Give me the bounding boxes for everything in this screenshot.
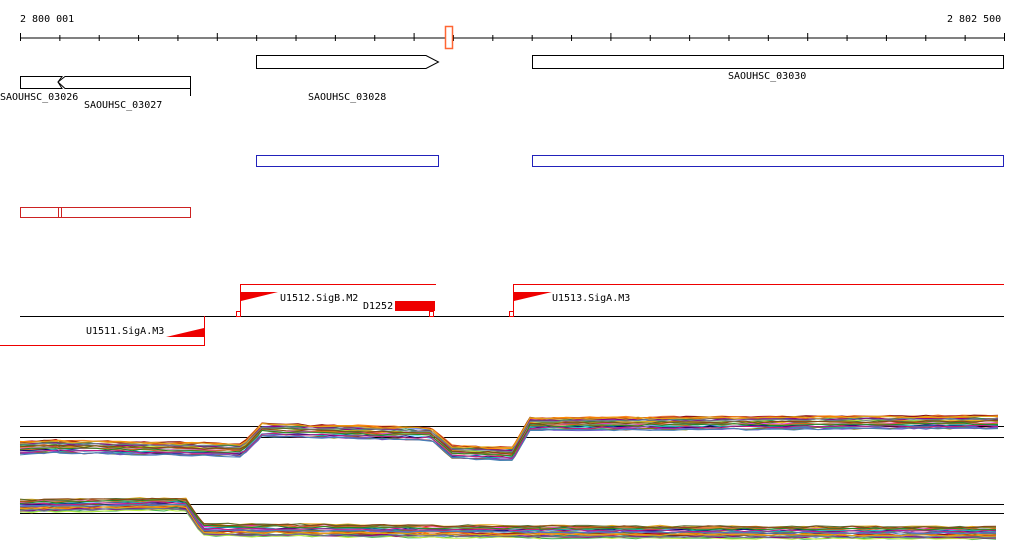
expression-track-minus xyxy=(19,497,1004,541)
gene-SAOUHSC_03028[interactable] xyxy=(256,55,440,69)
expression-profile-line xyxy=(19,499,996,531)
red-annotation-track xyxy=(20,207,191,218)
promoter-U1513-site xyxy=(509,311,514,317)
ruler-start-label: 2 800 001 xyxy=(20,14,75,25)
promoter-U1511-flag[interactable] xyxy=(166,328,204,337)
ruler-end-label: 2 802 500 xyxy=(947,14,1002,25)
gene-SAOUHSC_03030[interactable] xyxy=(532,55,1004,69)
promoter-U1512-flag[interactable] xyxy=(241,292,278,301)
promoter-label-U1512[interactable]: U1512.SigB.M2 xyxy=(280,293,359,304)
blue-feature-1[interactable] xyxy=(256,155,439,167)
expression-profile-line xyxy=(19,427,999,462)
expression-profile-line xyxy=(19,505,997,537)
ruler-ticks xyxy=(20,33,1005,41)
gene-label-SAOUHSC_03028[interactable]: SAOUHSC_03028 xyxy=(308,92,387,103)
gene-label-SAOUHSC_03030[interactable]: SAOUHSC_03030 xyxy=(728,71,807,82)
red-feature-1[interactable] xyxy=(20,207,191,218)
terminator-label-D1252[interactable]: D1252 xyxy=(363,301,394,312)
expression-profile-line xyxy=(19,419,999,455)
expression-minus-profiles xyxy=(19,497,997,541)
expression-profile-line xyxy=(19,508,997,540)
expression-profile-line xyxy=(19,503,996,535)
expression-profile-line xyxy=(20,424,999,459)
promoter-label-U1511[interactable]: U1511.SigA.M3 xyxy=(86,326,165,337)
expression-profile-line xyxy=(19,422,998,457)
coordinate-ruler xyxy=(20,25,1005,50)
gene-SAOUHSC_03027[interactable] xyxy=(57,76,191,89)
expression-plus-profiles xyxy=(19,414,999,462)
current-position-marker[interactable] xyxy=(444,25,454,50)
promoter-label-U1513[interactable]: U1513.SigA.M3 xyxy=(552,293,631,304)
expression-profile-line xyxy=(19,417,999,453)
expression-track-plus xyxy=(19,414,1004,462)
promoter-U1512-site xyxy=(236,311,241,317)
expression-profile-line xyxy=(19,415,999,450)
blue-feature-2[interactable] xyxy=(532,155,1004,167)
gene-SAOUHSC_03026[interactable] xyxy=(20,76,63,89)
promoter-U1513-flag[interactable] xyxy=(514,292,552,301)
gene-label-SAOUHSC_03026[interactable]: SAOUHSC_03026 xyxy=(0,92,79,103)
expression-profile-line xyxy=(19,426,999,460)
terminator-D1252-block[interactable] xyxy=(395,301,435,311)
expression-profile-line xyxy=(19,415,999,449)
expression-profile-line xyxy=(19,501,996,533)
gene-label-SAOUHSC_03027[interactable]: SAOUHSC_03027 xyxy=(84,100,163,111)
expression-profile-line xyxy=(20,497,997,529)
regulatory-track xyxy=(0,284,1004,346)
gene-track xyxy=(20,55,1004,96)
terminator-D1252-site xyxy=(429,311,434,317)
expression-profile-line xyxy=(19,507,997,539)
blue-annotation-track xyxy=(256,155,1004,167)
